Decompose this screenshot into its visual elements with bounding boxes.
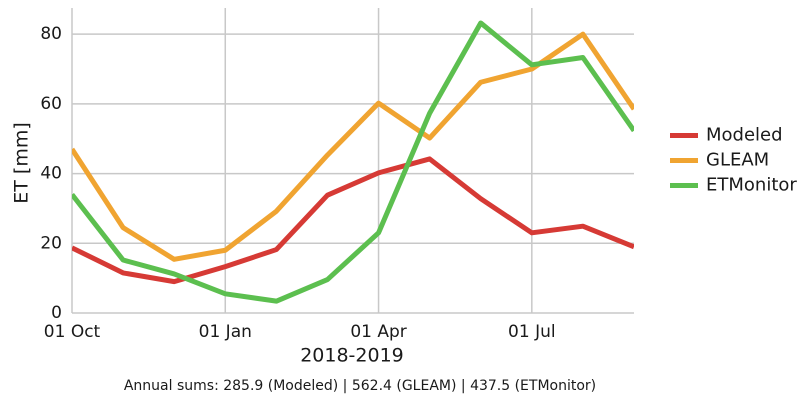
x-tick-label: 01 Oct	[44, 322, 101, 342]
series-line	[72, 31, 634, 262]
y-tick-label: 0	[51, 303, 62, 323]
legend-label: GLEAM	[706, 150, 769, 171]
y-tick-label: 40	[40, 164, 62, 184]
annotation: Annual sums: 285.9 (Modeled) | 562.4 (GL…	[124, 378, 596, 394]
series-line	[72, 20, 634, 304]
legend-label: Modeled	[706, 125, 783, 146]
x-tick-label: 01 Jul	[508, 322, 556, 342]
x-axis-label: 2018-2019	[300, 345, 404, 367]
y-axis-label: ET [mm]	[11, 122, 33, 204]
legend-label: ETMonitor	[706, 175, 797, 196]
x-tick-label: 01 Jan	[199, 322, 252, 342]
y-tick-label: 20	[40, 233, 62, 253]
x-tick-label: 01 Apr	[350, 322, 406, 342]
y-tick-label: 80	[40, 24, 62, 44]
series-line	[72, 156, 634, 285]
y-tick-label: 60	[40, 94, 62, 114]
